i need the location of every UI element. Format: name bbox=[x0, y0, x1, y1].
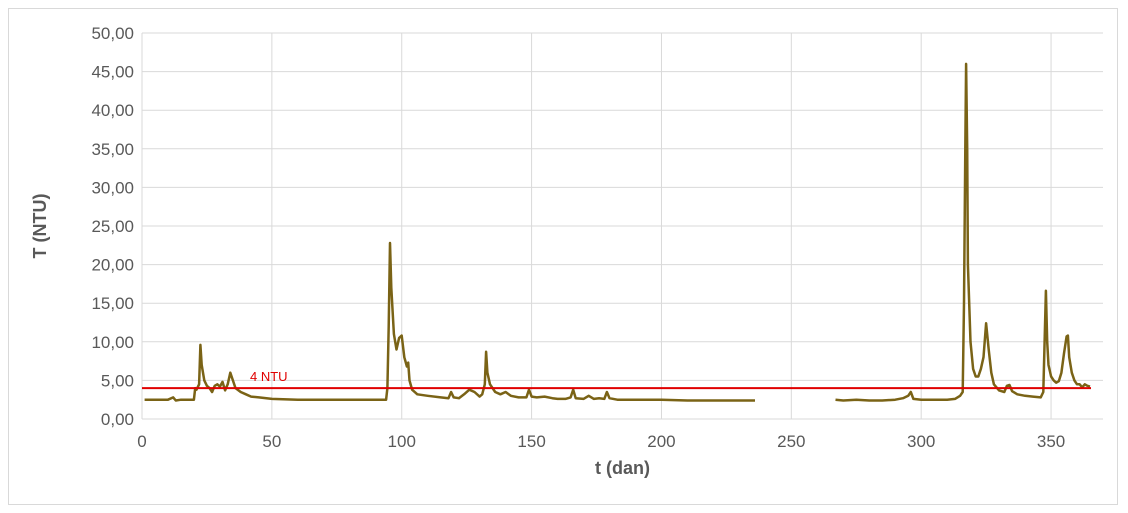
y-tick-label: 20,00 bbox=[91, 256, 134, 275]
y-tick-label: 40,00 bbox=[91, 101, 134, 120]
y-tick-label: 50,00 bbox=[91, 24, 134, 43]
series-line-segment bbox=[144, 241, 755, 402]
x-tick-label: 100 bbox=[388, 432, 416, 451]
y-axis-title: T (NTU) bbox=[30, 194, 50, 259]
y-tick-label: 15,00 bbox=[91, 294, 134, 313]
gridlines bbox=[141, 32, 1103, 420]
x-axis-title: t (dan) bbox=[595, 458, 650, 478]
reference-line-label: 4 NTU bbox=[250, 369, 288, 384]
y-tick-label: 0,00 bbox=[101, 410, 134, 429]
x-tick-label: 0 bbox=[137, 432, 146, 451]
tick-labels: 0,00 5,00 10,00 15,00 20,00 25,00 30,00 35,00 40… bbox=[91, 24, 1065, 451]
x-tick-label: 200 bbox=[647, 432, 675, 451]
y-tick-label: 35,00 bbox=[91, 140, 134, 159]
y-tick-label: 30,00 bbox=[91, 178, 134, 197]
x-tick-label: 300 bbox=[907, 432, 935, 451]
x-tick-label: 150 bbox=[517, 432, 545, 451]
y-tick-label: 5,00 bbox=[101, 371, 134, 390]
x-tick-label: 350 bbox=[1037, 432, 1065, 451]
x-tick-label: 250 bbox=[777, 432, 805, 451]
series-line-segment bbox=[835, 62, 1091, 402]
chart-area bbox=[8, 8, 1118, 505]
y-tick-label: 10,00 bbox=[91, 333, 134, 352]
y-tick-label: 45,00 bbox=[91, 63, 134, 82]
y-tick-label: 25,00 bbox=[91, 217, 134, 236]
series-group: 4 NTU bbox=[142, 62, 1091, 402]
x-tick-label: 50 bbox=[262, 432, 281, 451]
